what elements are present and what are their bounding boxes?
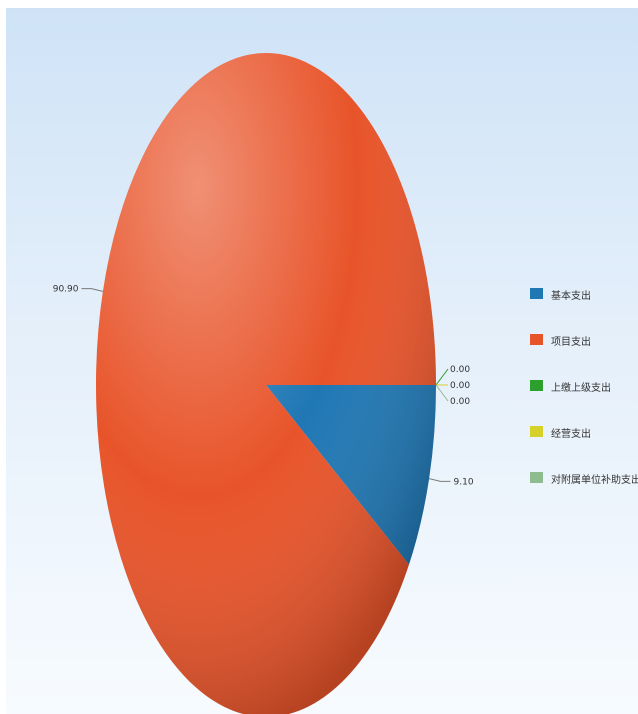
legend-label: 上缴上级支出 [551,383,611,394]
legend-label: 项目支出 [551,337,591,348]
legend-item[interactable]: 基本支出 [530,288,638,302]
data-label: 0.00 [450,381,470,391]
pie-slice[interactable] [96,53,436,714]
legend-label: 对附属单位补助支出 [551,475,638,486]
legend-item[interactable]: 对附属单位补助支出 [530,472,638,486]
legend-item[interactable]: 项目支出 [530,334,638,348]
leader-line [435,384,449,402]
chart-panel: 9.10 90.90 0.00 0.00 0.00 基本支出项目支出上缴上级支出 经营支出… [6,8,638,714]
legend-swatch [530,380,543,391]
leader-line [435,368,449,386]
data-label: 0.00 [450,365,470,375]
leader-line [428,478,451,482]
data-label: 9.10 [454,477,474,487]
legend: 基本支出项目支出上缴上级支出 经营支出对附属单位补助支出 [530,288,638,518]
legend-label: 基本支出 [551,291,591,302]
legend-item[interactable]: 经营支出 [530,426,638,440]
legend-swatch [530,426,543,437]
legend-swatch [530,334,543,345]
leader-line [81,288,104,292]
legend-swatch [530,472,543,483]
legend-label: 经营支出 [551,429,591,440]
legend-item[interactable]: 上缴上级支出 [530,380,638,394]
data-label: 0.00 [450,397,470,407]
legend-swatch [530,288,543,299]
data-label: 90.90 [53,285,79,295]
